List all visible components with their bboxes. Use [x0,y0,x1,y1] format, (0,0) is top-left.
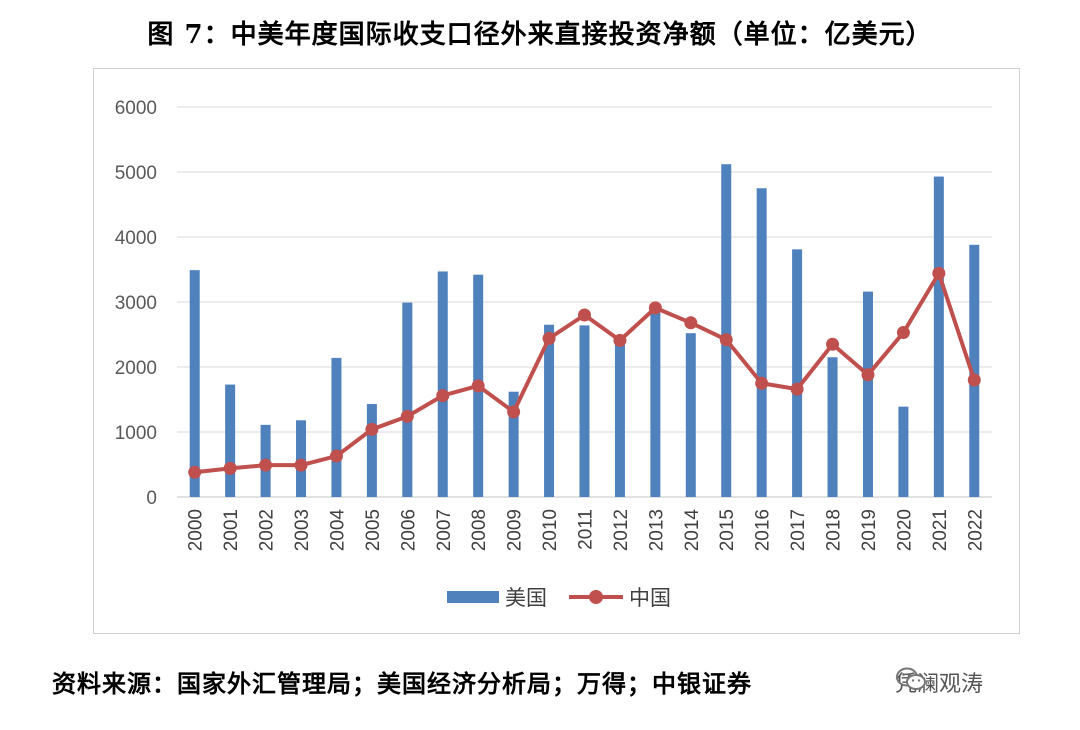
point-china [365,422,379,436]
x-tick-label: 2012 [611,509,632,551]
x-tick-label: 2000 [186,509,207,551]
point-china [896,326,910,340]
point-china [684,316,698,330]
legend-swatch-us [447,591,499,603]
point-china [542,331,556,345]
x-tick-label: 2005 [363,509,384,551]
bar-us [579,325,590,497]
x-tick-label: 2011 [576,509,597,550]
point-china [932,266,946,280]
bar-us [544,324,555,497]
bar-us [721,164,732,497]
watermark: 凭澜观涛 [895,666,983,698]
bar-us [437,271,448,497]
point-china [790,382,804,396]
bar-us [685,333,696,497]
y-tick-label: 1000 [115,423,157,444]
bar-us [969,244,980,497]
point-china [967,373,981,387]
y-tick-label: 4000 [115,228,157,249]
bar-us [366,404,377,497]
chart-title: 图 7：中美年度国际收支口径外来直接投资净额（单位：亿美元） [147,20,933,50]
legend-label-china: 中国 [629,586,671,610]
point-china [507,405,521,419]
wechat-icon [896,667,926,690]
bar-us [933,176,944,498]
legend-label-us: 美国 [505,586,547,610]
point-china [613,333,627,347]
x-tick-label: 2003 [292,509,313,551]
point-china [861,368,875,382]
x-tick-label: 2007 [434,509,455,551]
y-tick-label: 3000 [115,293,157,314]
x-tick-label: 2006 [398,509,419,551]
point-china [400,409,414,423]
bar-us [402,302,413,497]
x-tick-label: 2008 [469,509,490,551]
bar-us [331,357,342,497]
x-tick-label: 2021 [930,509,951,551]
point-china [648,301,662,315]
x-tick-label: 2019 [859,509,880,551]
point-china [471,379,485,393]
point-china [259,458,273,472]
point-china [578,308,591,322]
x-tick-label: 2016 [753,509,774,551]
y-tick-label: 2000 [115,358,157,379]
point-china [329,449,343,463]
bar-us [756,188,767,497]
bar-us [650,312,661,497]
bar-us [225,384,236,497]
x-tick-label: 2001 [221,509,242,551]
x-tick-label: 2013 [646,509,667,551]
x-tick-label: 2015 [717,509,738,551]
y-tick-label: 6000 [115,98,157,119]
x-tick-label: 2009 [505,509,526,551]
bar-us [189,270,200,497]
point-china [188,465,202,479]
x-tick-label: 2004 [327,509,348,552]
point-china [755,376,769,390]
x-tick-label: 2020 [894,509,915,551]
x-tick-label: 2018 [824,509,845,551]
bar-us [862,291,873,497]
point-china [223,461,237,475]
point-china [436,389,450,403]
bar-us [792,249,803,497]
bar-us [827,357,838,497]
y-tick-label: 0 [146,488,157,509]
x-tick-label: 2014 [682,509,703,552]
chart-frame [93,68,1020,634]
point-china [826,337,840,351]
x-tick-label: 2022 [965,509,986,551]
point-china [294,458,308,472]
x-tick-label: 2002 [257,509,278,551]
source-note: 资料来源：国家外汇管理局；美国经济分析局；万得；中银证券 [52,669,752,698]
bar-us [898,406,909,497]
point-china [719,333,733,347]
bar-us [614,337,625,497]
y-tick-label: 5000 [115,163,157,184]
bar-us [508,391,519,497]
x-tick-label: 2010 [540,509,561,551]
x-tick-label: 2017 [788,509,809,551]
legend-marker-china [589,590,603,604]
